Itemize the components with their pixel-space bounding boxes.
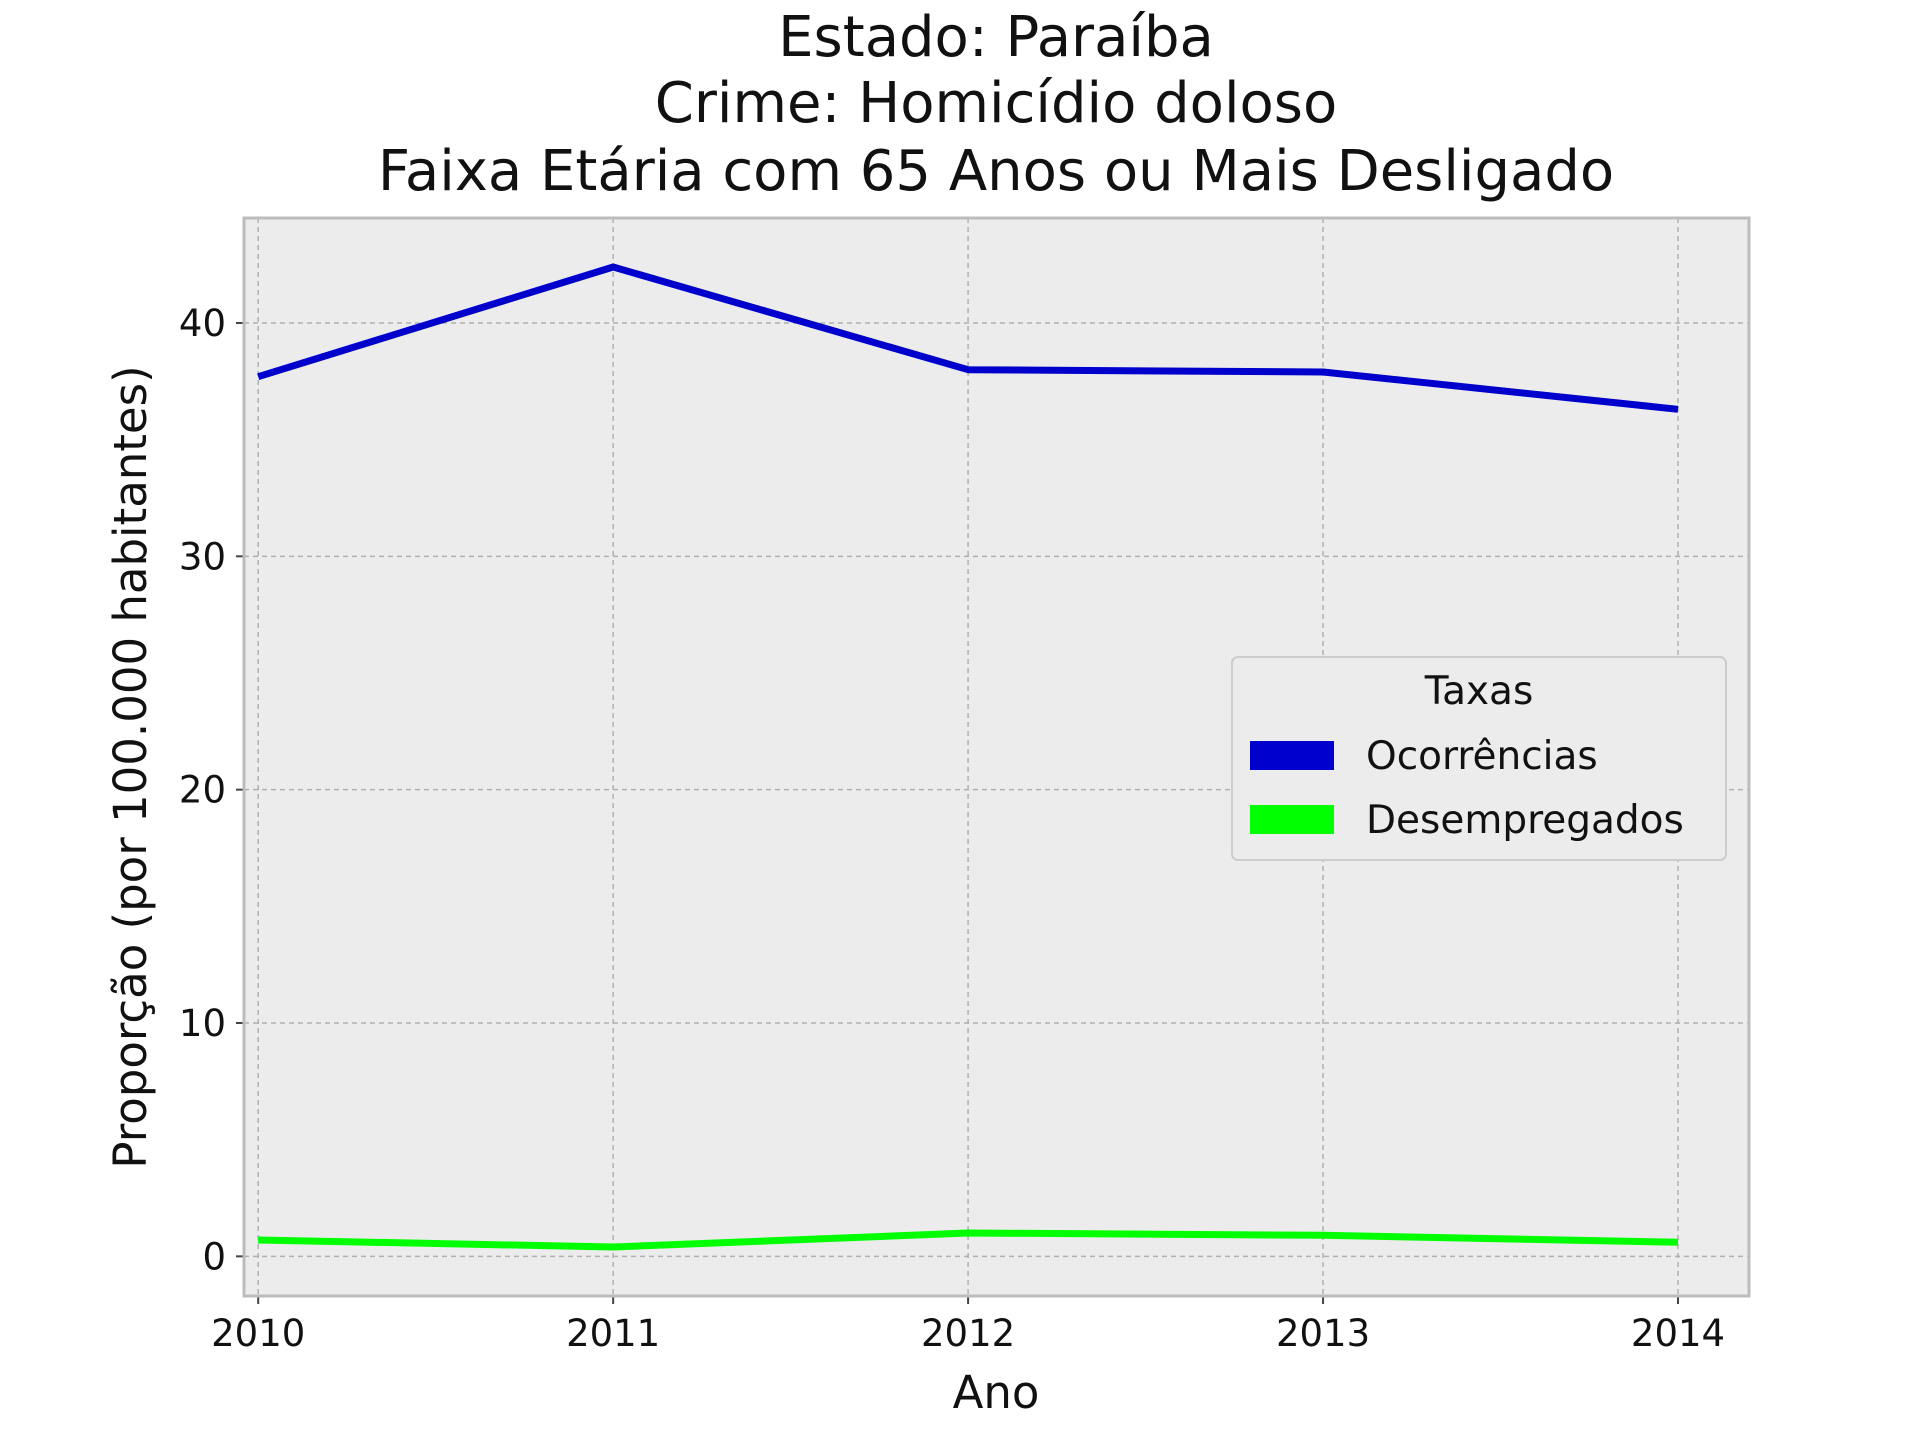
y-axis-label: Proporção (por 100.000 habitantes) [104, 365, 157, 1168]
legend-title: Taxas [1424, 669, 1534, 714]
series-line-ocorrencias [257, 263, 1679, 413]
axis-ticks: 2010 2011 2012 2013 2014 0 10 20 30 40 [179, 302, 1725, 1355]
y-tick-label: 20 [179, 769, 226, 812]
y-tick-label: 10 [179, 1002, 226, 1045]
chart-title-line-3: Faixa Etária com 65 Anos ou Mais Desliga… [378, 139, 1614, 204]
y-tick-label: 30 [179, 535, 226, 578]
chart-title-line-2: Crime: Homicídio doloso [655, 71, 1337, 136]
chart-title: Estado: Paraíba Crime: Homicídio doloso … [378, 5, 1614, 204]
legend-label-desempregados: Desempregados [1366, 798, 1684, 843]
legend: Taxas Ocorrências Desempregados [1231, 656, 1727, 861]
series-lines [257, 263, 1679, 1251]
x-tick-label: 2012 [921, 1312, 1015, 1355]
chart-title-line-1: Estado: Paraíba [778, 5, 1214, 70]
x-tick-label: 2010 [211, 1312, 305, 1355]
legend-swatch-ocorrencias [1250, 741, 1334, 770]
x-tick-label: 2014 [1631, 1312, 1725, 1355]
x-tick-label: 2013 [1276, 1312, 1370, 1355]
series-line-desempregados [258, 1229, 1679, 1251]
plot-frame [242, 216, 1751, 1298]
legend-box [1231, 656, 1727, 861]
x-tick-label: 2011 [566, 1312, 660, 1355]
legend-label-ocorrencias: Ocorrências [1366, 734, 1598, 779]
legend-swatch-desempregados [1250, 805, 1334, 834]
x-axis-label: Ano [953, 1366, 1040, 1419]
y-tick-label: 0 [202, 1235, 226, 1278]
y-tick-label: 40 [179, 302, 226, 345]
